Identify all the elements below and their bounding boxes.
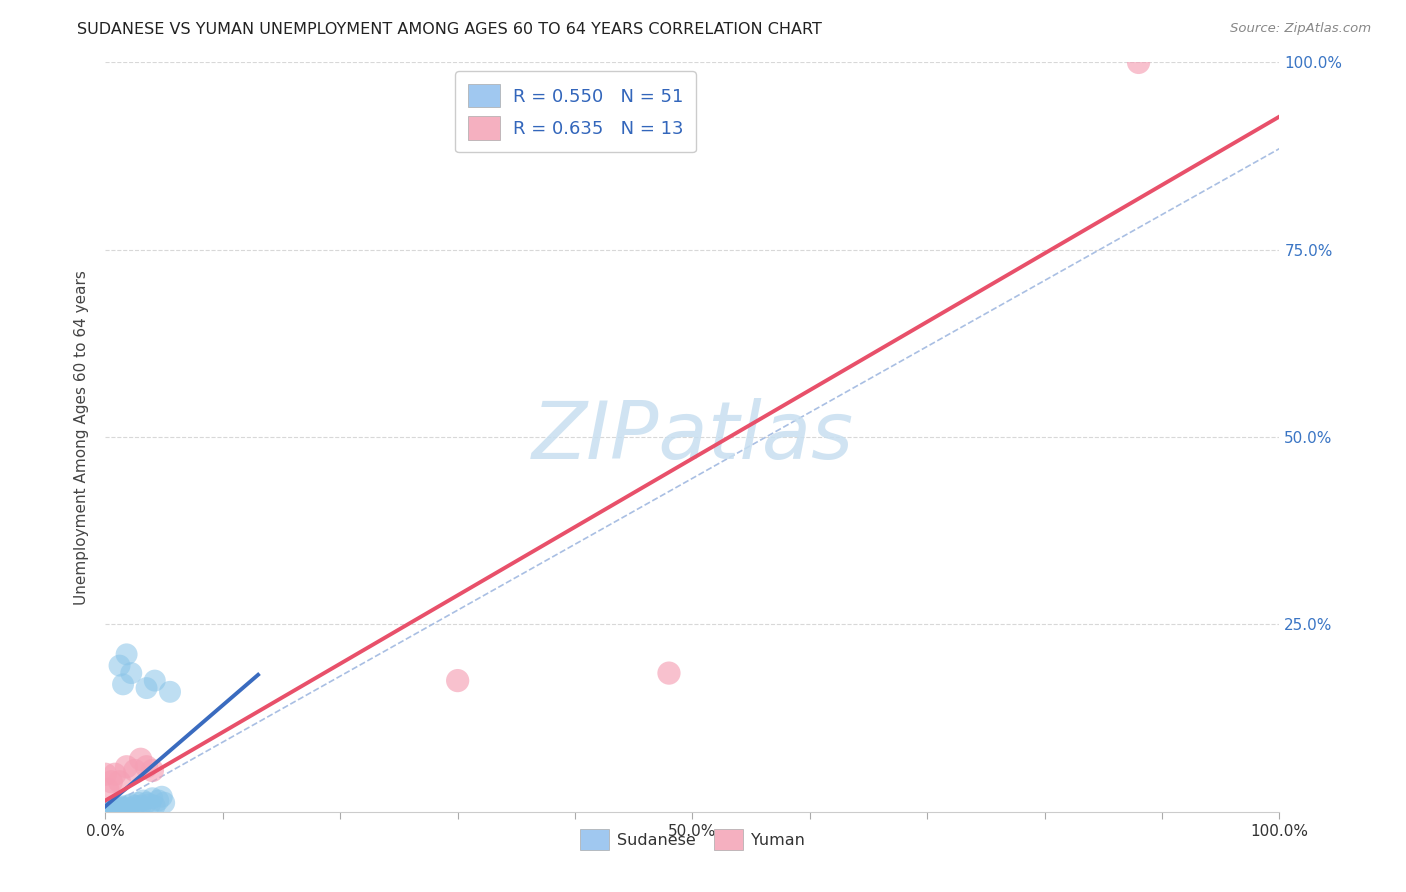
Point: [98, 803, 121, 817]
Point: [96, 805, 118, 819]
Point: [101, 802, 124, 816]
Point: [98, 805, 121, 819]
Text: ZIP​atlas: ZIP​atlas: [531, 398, 853, 476]
Point: [135, 681, 157, 695]
Point: [105, 800, 128, 814]
Point: [105, 801, 128, 815]
Point: [447, 673, 470, 688]
Point: [103, 802, 125, 816]
Point: [94, 805, 117, 819]
Point: [112, 802, 135, 816]
Point: [129, 752, 152, 766]
Y-axis label: Unemployment Among Ages 60 to 64 years: Unemployment Among Ages 60 to 64 years: [75, 269, 90, 605]
Point: [148, 793, 170, 807]
Point: [96, 805, 118, 819]
Point: [97, 803, 120, 817]
Point: [112, 677, 135, 691]
Point: [120, 797, 142, 812]
Point: [100, 774, 122, 789]
Point: [98, 805, 121, 819]
Point: [135, 796, 157, 810]
Point: [115, 760, 138, 774]
Point: [143, 673, 166, 688]
Point: [105, 805, 128, 819]
Point: [118, 801, 141, 815]
Point: [159, 685, 181, 699]
Point: [108, 774, 131, 789]
Point: [98, 802, 121, 816]
Point: [96, 804, 118, 818]
Point: [115, 648, 138, 662]
Point: [139, 797, 162, 812]
Point: [124, 764, 146, 778]
Point: [94, 805, 117, 819]
Text: Source: ZipAtlas.com: Source: ZipAtlas.com: [1230, 22, 1371, 36]
Point: [127, 796, 149, 810]
Point: [120, 666, 142, 681]
Point: [100, 802, 122, 816]
Point: [135, 760, 157, 774]
Point: [129, 798, 152, 813]
Point: [658, 666, 681, 681]
Point: [132, 793, 155, 807]
Point: [94, 805, 117, 819]
Point: [141, 764, 163, 778]
Point: [124, 798, 146, 813]
Point: [115, 798, 138, 813]
Point: [103, 805, 125, 819]
Point: [112, 801, 135, 815]
Point: [141, 791, 163, 805]
Point: [1128, 55, 1150, 70]
Point: [108, 658, 131, 673]
Point: [110, 799, 132, 814]
Point: [104, 767, 127, 781]
Text: SUDANESE VS YUMAN UNEMPLOYMENT AMONG AGES 60 TO 64 YEARS CORRELATION CHART: SUDANESE VS YUMAN UNEMPLOYMENT AMONG AGE…: [77, 22, 823, 37]
Point: [94, 805, 117, 819]
Legend: Sudanese, Yuman: Sudanese, Yuman: [574, 823, 811, 856]
Point: [94, 805, 117, 819]
Point: [100, 805, 122, 819]
Point: [94, 767, 117, 781]
Point: [153, 796, 176, 810]
Point: [143, 798, 166, 813]
Point: [94, 805, 117, 819]
Point: [108, 802, 131, 816]
Point: [150, 789, 173, 804]
Point: [94, 805, 117, 819]
Point: [104, 802, 127, 816]
Point: [94, 805, 117, 819]
Point: [97, 805, 120, 819]
Point: [97, 782, 120, 797]
